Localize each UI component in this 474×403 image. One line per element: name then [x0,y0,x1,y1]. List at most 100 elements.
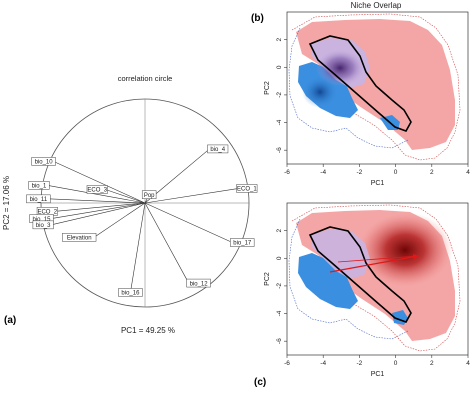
overlap-density-peak [316,50,364,86]
vector-label-box-elevation [62,233,97,242]
panel-label-c: (c) [254,377,266,388]
vector-label-bio-16: bio_16 [118,288,143,297]
x-tick-label: -2 [357,169,363,176]
y-tick-label: -2 [276,283,283,289]
vector-eco-3 [105,189,146,204]
x-tick-label: 2 [430,169,434,176]
vector-label-text-bio-1: bio_1 [32,184,47,190]
vector-bio-12 [144,202,189,284]
vector-label-text-bio-16: bio_16 [121,291,140,297]
y-tick-label: -2 [276,92,283,98]
plot-c-body [288,204,461,352]
overlap-outline [308,35,412,132]
vector-label-text-bio-15: bio_15 [32,217,51,223]
vector-label-eco-1: ECO_1 [236,184,258,193]
x-tick-label: 4 [466,169,470,176]
x-tick-label: -4 [320,169,326,176]
y-tick-label: 0 [276,65,283,69]
vector-label-text-bio-11: bio_11 [30,197,48,203]
vector-label-text-eco-2: ECO_2 [37,210,57,216]
y-tick-label: 2 [276,228,283,232]
vector-label-box-bio-4 [207,144,229,154]
vector-label-eco-2: ECO_2 [36,207,58,216]
vector-eco-1 [144,188,239,204]
panel-label-b: (b) [251,13,264,24]
plot-b-body [288,13,461,161]
niche-a-area-c [298,253,358,309]
overlap-outline-c [308,226,412,323]
vector-label-box-bio-17 [230,238,255,247]
x-tick-label: -2 [357,360,363,367]
vector-label-bio-17: bio_17 [230,238,255,247]
vector-bio-11 [48,198,146,204]
vector-label-box-bio-12 [186,278,211,288]
y-axis-label: PC2 [264,272,271,286]
vector-label-box-bio-1 [28,181,50,190]
niche-b-outline-c [291,204,461,352]
vector-label-pop: Pop [141,190,157,199]
x-tick-label: 4 [466,360,470,367]
pc2-axis-label: PC2 = 17.06 % [2,176,11,230]
plot-c-frame [286,202,469,356]
vector-bio-10 [53,161,146,204]
vector-bio-16 [130,202,146,293]
vector-label-text-bio-17: bio_17 [233,241,252,247]
y-tick-label: -4 [276,310,283,316]
vector-label-bio-3: bio_3 [32,220,54,230]
x-tick-label: 2 [430,360,434,367]
y-tick-label: 0 [276,256,283,260]
correlation-title: correlation circle [118,74,173,83]
vector-label-eco-3: ECO_3 [86,185,108,194]
vector-label-box-bio-3 [32,220,54,230]
niche-a-outline-c [288,218,409,340]
niche-a-density-peak [302,76,338,108]
x-axis-label: PC1 [371,180,385,187]
vector-bio-1 [47,185,146,204]
vector-bio-15 [51,202,146,219]
vector-label-box-bio-16 [118,288,143,297]
niche-a-outline [288,27,409,149]
niche-plot-c: -6 -4 -2 0 2 4 2 0 -2 -4 -6 PC1 PC2 (c) [254,202,470,388]
y-tick-label: -6 [276,147,283,153]
x-axis-label: PC1 [371,371,385,378]
niche-b-outline [291,13,461,161]
centroid-shift-line [337,255,419,263]
y-axis-label: PC2 [264,81,271,95]
vector-label-text-eco-3: ECO_3 [87,188,107,194]
correlation-circle-plot: correlation circle bio_4 bio_10 bio_1 ECO_3… [2,74,258,335]
vector-label-text-bio-12: bio_12 [190,281,209,287]
niche-b-density-peak [357,212,453,288]
x-tick-label: 0 [394,360,398,367]
vector-elevation [93,202,146,238]
x-tick-label: -4 [320,360,326,367]
vector-label-bio-4: bio_4 [207,144,229,154]
vector-label-box-eco-1 [236,184,258,193]
vector-label-elevation: Elevation [62,233,97,242]
panel-label-a: (a) [4,315,16,326]
vector-label-bio-12: bio_12 [186,278,211,288]
vector-label-bio-10: bio_10 [31,157,56,166]
vector-label-bio-11: bio_11 [26,194,51,204]
vector-label-text-eco-1: ECO_1 [237,187,257,193]
niche-overlap-title: Niche Overlap [351,1,402,10]
centroid-shift-arrow [329,253,420,273]
vector-label-text-bio-10: bio_10 [35,160,54,166]
vector-label-box-pop [141,190,157,199]
vector-eco-2 [55,202,146,212]
plot-b-frame [286,11,469,165]
y-tick-label: 2 [276,37,283,41]
vector-label-box-eco-3 [86,185,108,194]
y-tick-label: -6 [276,338,283,344]
vector-label-bio-1: bio_1 [28,181,50,190]
vector-bio-3 [51,202,146,226]
x-tick-label: 0 [394,169,398,176]
vector-label-text-bio-4: bio_4 [210,147,225,153]
plot-b-axes: -6 -4 -2 0 2 4 2 0 -2 -4 -6 PC1 PC2 [264,37,470,187]
vector-bio-17 [144,202,233,243]
x-tick-label: -6 [284,169,290,176]
vector-label-text-pop: Pop [144,193,155,199]
y-tick-label: -4 [276,119,283,125]
pc1-axis-label: PC1 = 49.25 % [121,326,175,335]
vector-label-text-bio-3: bio_3 [36,223,51,229]
